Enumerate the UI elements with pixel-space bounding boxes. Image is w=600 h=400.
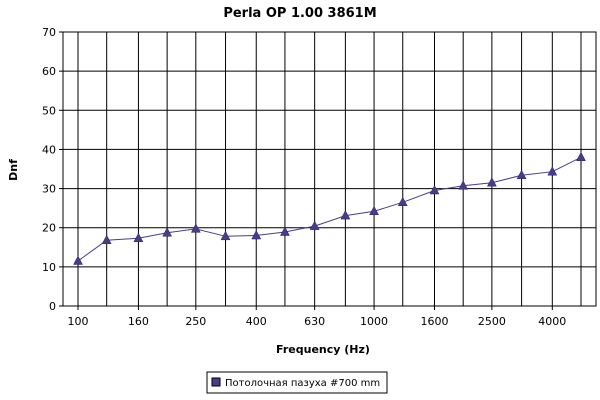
data-point — [101, 234, 112, 244]
chart-title: Perla OP 1.00 3861M — [223, 6, 376, 21]
data-point — [576, 151, 586, 162]
plot-area: 0 10 20 30 40 50 60 70 100 160 250 400 630 1000 1600 25… — [42, 26, 597, 328]
plot-frame — [62, 31, 597, 307]
data-point — [516, 169, 527, 180]
data-point — [190, 223, 201, 233]
y-tick-label: 30 — [42, 183, 56, 196]
data-point — [162, 227, 173, 237]
data-point — [340, 210, 351, 220]
x-axis-label: Frequency (Hz) — [276, 343, 370, 356]
x-tick-label: 100 — [68, 315, 89, 328]
data-point — [73, 255, 83, 265]
legend-label: Потолочная пазуха #700 mm — [225, 378, 380, 389]
y-axis-label: Dnf — [7, 159, 20, 181]
y-tick-label: 50 — [42, 104, 56, 117]
x-tick-label: 2500 — [478, 315, 506, 328]
data-point — [309, 220, 320, 230]
series-line — [77, 156, 582, 262]
x-tick-label: 400 — [246, 315, 267, 328]
data-point — [547, 166, 558, 176]
data-point — [369, 205, 379, 216]
y-tick-label: 40 — [42, 143, 56, 156]
x-tick-label: 1000 — [360, 315, 388, 328]
y-tick-label: 10 — [42, 261, 56, 274]
x-tick-label: 250 — [185, 315, 206, 328]
data-point — [280, 226, 290, 236]
legend: Потолочная пазуха #700 mm — [206, 371, 388, 394]
data-point — [458, 180, 469, 190]
plot-background — [63, 32, 596, 306]
x-tick-label: 4000 — [538, 315, 566, 328]
data-point — [251, 230, 262, 240]
legend-swatch — [211, 377, 221, 387]
data-point — [133, 232, 144, 243]
y-tick-label: 70 — [42, 26, 56, 39]
x-tick-label: 1600 — [420, 315, 448, 328]
data-point — [486, 177, 497, 187]
data-point — [429, 184, 440, 195]
data-point — [397, 196, 408, 207]
x-tick-label: 160 — [128, 315, 149, 328]
y-tick-label: 0 — [49, 300, 56, 313]
data-point — [220, 230, 231, 241]
y-tick-label: 20 — [42, 222, 56, 235]
x-tick-label: 630 — [304, 315, 325, 328]
legend-box — [206, 371, 388, 394]
y-tick-label: 60 — [42, 65, 56, 78]
